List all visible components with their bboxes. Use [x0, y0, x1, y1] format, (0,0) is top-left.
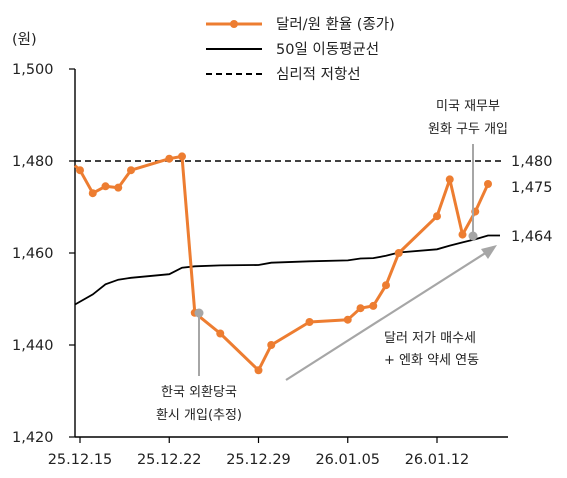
y-unit-label: (원) — [12, 31, 37, 48]
usdkrw-point — [484, 180, 492, 188]
legend-label-usdkrw: 달러/원 환율 (종가) — [276, 16, 395, 33]
annotation-intervention: 한국 외환당국 환시 개입(추정) — [156, 308, 242, 423]
annotation-intervention-line-1: 한국 외환당국 — [161, 385, 237, 400]
usdkrw-point — [88, 189, 97, 198]
usdkrw-point — [165, 154, 174, 163]
usdkrw-point — [101, 182, 110, 191]
usdkrw-point — [305, 318, 314, 326]
x-tick-label: 25.12.29 — [226, 452, 291, 468]
usdkrw-point — [267, 341, 276, 349]
x-tick-label: 25.12.22 — [137, 452, 202, 468]
legend-marker-usdkrw — [230, 20, 238, 28]
y-tick-label: 1,500 — [12, 62, 54, 78]
legend: 달러/원 환율 (종가) 50일 이동평균선 심리적 저항선 — [206, 16, 395, 83]
annotation-talk-line-2: 원화 구두 개입 — [428, 122, 508, 137]
end-label-ma50: 1,464 — [511, 229, 553, 245]
annotation-intervention-marker — [194, 308, 204, 318]
y-tick-label: 1,440 — [12, 338, 54, 354]
annotation-talk-line-1: 미국 재무부 — [436, 99, 500, 114]
usdkrw-point — [127, 166, 135, 175]
annotation-trend-line-1: 달러 저가 매수세 — [384, 331, 476, 346]
usdkrw-point — [394, 249, 403, 257]
x-tick-label: 26.01.05 — [315, 452, 380, 468]
annotation-talk: 미국 재무부 원화 구두 개입 — [428, 99, 508, 241]
usdkrw-point — [445, 175, 454, 184]
annotation-trend-line-2: + 엔화 약세 연동 — [384, 353, 479, 368]
usdkrw-point — [433, 212, 441, 221]
annotation-intervention-line-2: 환시 개입(추정) — [156, 408, 242, 423]
ma50-line — [74, 234, 500, 306]
x-axis-ticks: 25.12.15 25.12.22 25.12.29 26.01.05 26.01.12 — [48, 437, 470, 468]
usdkrw-point — [356, 304, 365, 313]
y-tick-label: 1,420 — [12, 430, 54, 446]
usdkrw-point — [114, 183, 123, 192]
x-tick-label: 26.01.12 — [405, 452, 470, 468]
usdkrw-point — [343, 315, 352, 324]
end-label-rate: 1,475 — [511, 180, 553, 196]
annotation-trend-arrowhead — [481, 245, 497, 259]
y-axis-ticks: 1,420 1,440 1,460 1,480 1,500 — [12, 62, 75, 446]
annotation-trend-arrow — [285, 251, 488, 381]
y-tick-label: 1,460 — [12, 246, 54, 262]
usdkrw-point — [76, 166, 84, 175]
usdkrw-point — [458, 230, 467, 239]
usdkrw-point — [382, 281, 390, 290]
usdkrw-point — [178, 152, 186, 161]
usdkrw-point — [369, 301, 378, 310]
x-tick-label: 25.12.15 — [48, 452, 113, 468]
y-tick-label: 1,480 — [12, 154, 54, 170]
annotation-talk-marker — [468, 231, 478, 241]
annotation-trend: 달러 저가 매수세 + 엔화 약세 연동 — [285, 245, 497, 381]
end-label-resistance: 1,480 — [511, 154, 553, 170]
legend-label-resistance: 심리적 저항선 — [276, 66, 361, 83]
legend-label-ma50: 50일 이동평균선 — [276, 41, 379, 58]
usdkrw-point — [254, 366, 263, 375]
usdkrw-point — [216, 329, 225, 338]
